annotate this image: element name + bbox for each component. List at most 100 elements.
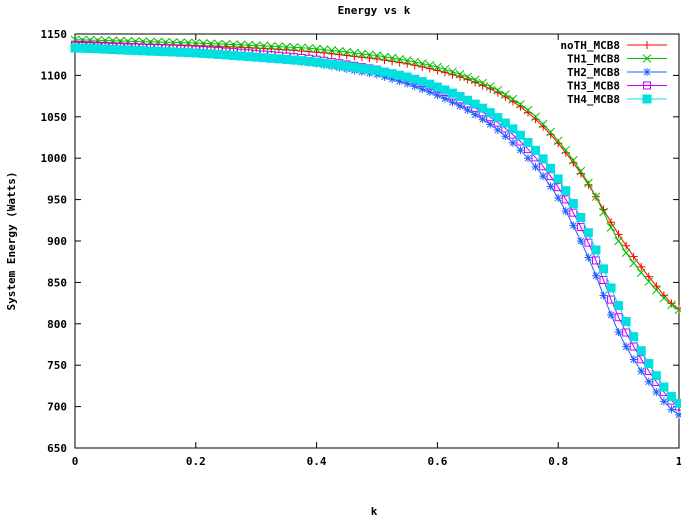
point-TH4_MCB8-34 (327, 59, 337, 69)
point-TH4_MCB8-74 (629, 332, 639, 342)
point-TH1_MCB8-32 (312, 44, 321, 54)
point-noTH_MCB8-73 (622, 241, 631, 250)
point-TH4_MCB8-22 (236, 51, 246, 61)
point-TH1_MCB8-74 (629, 258, 639, 268)
point-TH4_MCB8-35 (334, 60, 344, 70)
point-TH1_MCB8-48 (433, 62, 442, 72)
point-TH1_MCB8-62 (538, 119, 548, 129)
point-TH2_MCB8-48 (433, 91, 442, 100)
y-tick-label-1: 700 (47, 401, 67, 414)
x-tick-label-0: 0 (72, 455, 79, 468)
point-TH4_MCB8-33 (319, 58, 329, 68)
point-TH1_MCB8-26 (266, 41, 276, 51)
y-tick-label-4: 850 (47, 276, 67, 289)
point-TH4_MCB8-67 (576, 213, 586, 223)
point-TH1_MCB8-18 (206, 39, 216, 49)
point-TH4_MCB8-66 (568, 199, 578, 209)
point-TH3_MCB8-66 (569, 208, 578, 217)
point-TH4_MCB8-42 (387, 69, 397, 79)
legend-label-noTH_MCB8: noTH_MCB8 (560, 39, 620, 52)
point-TH1_MCB8-51 (455, 69, 465, 79)
point-noTH_MCB8-72 (614, 230, 623, 239)
point-TH4_MCB8-32 (312, 57, 322, 67)
point-noTH_MCB8-80 (675, 304, 681, 313)
point-noTH_MCB8-68 (584, 180, 593, 189)
point-TH2_MCB8-68 (584, 253, 593, 262)
point-TH1_MCB8-33 (319, 45, 329, 54)
point-TH2_MCB8-59 (516, 146, 525, 155)
point-TH2_MCB8-58 (508, 138, 517, 147)
point-TH1_MCB8-2 (85, 35, 95, 45)
point-TH4_MCB8-51 (455, 92, 465, 102)
point-TH1_MCB8-21 (229, 40, 238, 49)
point-TH4_MCB8-60 (523, 137, 533, 147)
point-TH4_MCB8-36 (342, 61, 352, 71)
point-TH4_MCB8-65 (561, 186, 571, 196)
point-TH1_MCB8-43 (395, 54, 405, 64)
point-TH4_MCB8-76 (644, 359, 654, 369)
point-TH2_MCB8-43 (395, 77, 404, 86)
point-TH4_MCB8-3 (93, 44, 103, 54)
point-TH1_MCB8-4 (100, 36, 110, 45)
point-TH2_MCB8-47 (425, 88, 434, 97)
point-TH2_MCB8-71 (607, 310, 616, 319)
point-TH1_MCB8-63 (546, 127, 556, 137)
point-TH1_MCB8-61 (531, 112, 540, 122)
point-TH1_MCB8-47 (425, 60, 435, 70)
point-TH3_MCB8-70 (599, 276, 608, 285)
x-tick-label-1: 0.2 (186, 455, 206, 468)
point-TH2_MCB8-50 (448, 98, 457, 107)
point-TH1_MCB8-46 (417, 59, 427, 68)
point-TH4_MCB8-8 (130, 46, 140, 56)
point-TH1_MCB8-20 (221, 39, 231, 49)
point-TH4_MCB8-2 (85, 44, 95, 54)
point-TH2_MCB8-65 (561, 207, 570, 216)
point-TH2_MCB8-78 (659, 397, 668, 406)
point-TH4_MCB8-62 (538, 154, 548, 164)
point-TH1_MCB8-52 (463, 72, 472, 82)
y-tick-label-10: 1150 (41, 28, 68, 41)
point-TH1_MCB8-41 (380, 52, 389, 62)
legend-marker-noTH_MCB8 (643, 41, 651, 49)
point-TH1_MCB8-5 (108, 36, 118, 46)
point-TH4_MCB8-78 (659, 382, 669, 392)
y-tick-label-3: 800 (47, 318, 67, 331)
point-TH4_MCB8-43 (395, 70, 405, 80)
chart-title: Energy vs k (338, 4, 411, 17)
x-tick-label-5: 1 (676, 455, 681, 468)
point-TH1_MCB8-25 (259, 41, 269, 51)
point-TH4_MCB8-71 (606, 283, 616, 293)
point-TH1_MCB8-78 (659, 293, 669, 303)
point-TH3_MCB8-71 (607, 295, 616, 304)
point-TH1_MCB8-50 (448, 67, 457, 77)
point-TH1_MCB8-0 (70, 35, 80, 45)
legend-marker-TH3_MCB8 (643, 81, 651, 90)
point-TH4_MCB8-13 (168, 47, 178, 57)
point-TH2_MCB8-62 (539, 172, 548, 181)
point-TH1_MCB8-79 (667, 300, 676, 310)
point-TH4_MCB8-12 (161, 47, 171, 57)
point-TH4_MCB8-15 (183, 48, 193, 58)
point-TH4_MCB8-39 (364, 64, 374, 74)
point-TH4_MCB8-38 (357, 63, 367, 73)
point-TH2_MCB8-64 (554, 193, 563, 202)
point-TH2_MCB8-55 (486, 120, 495, 129)
point-TH4_MCB8-47 (425, 79, 435, 89)
point-TH1_MCB8-37 (349, 48, 359, 58)
point-TH4_MCB8-49 (440, 85, 450, 95)
point-TH1_MCB8-38 (357, 49, 367, 59)
point-TH4_MCB8-77 (651, 371, 661, 381)
point-TH1_MCB8-6 (115, 36, 125, 46)
point-TH3_MCB8-69 (591, 256, 600, 265)
point-TH2_MCB8-56 (493, 126, 502, 135)
point-TH4_MCB8-48 (432, 82, 442, 92)
point-TH4_MCB8-63 (546, 163, 556, 173)
point-TH4_MCB8-72 (614, 301, 624, 311)
y-tick-label-8: 1050 (41, 111, 68, 124)
point-TH1_MCB8-75 (636, 268, 646, 278)
point-TH4_MCB8-55 (485, 108, 495, 118)
legend-marker-TH4_MCB8 (642, 94, 652, 104)
point-TH2_MCB8-52 (463, 106, 472, 115)
point-TH2_MCB8-42 (388, 75, 397, 84)
